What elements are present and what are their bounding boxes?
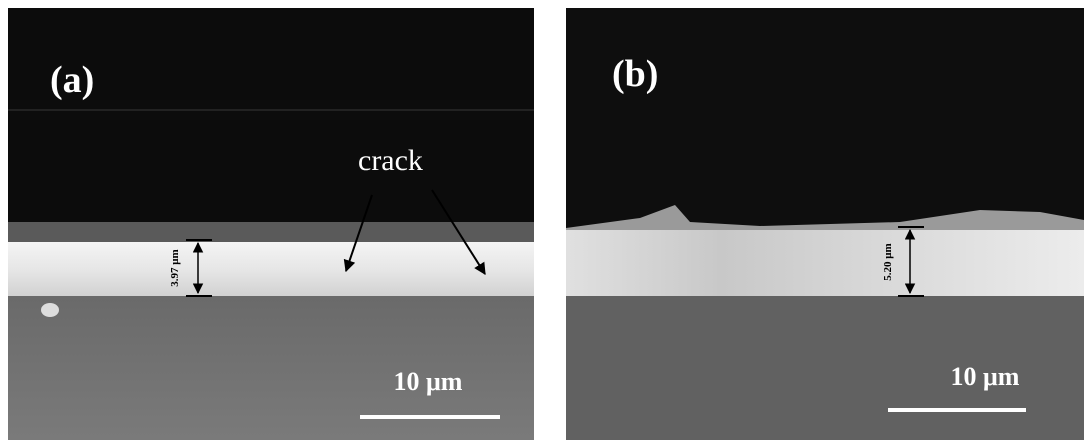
thickness-label: 5.20 μm xyxy=(882,243,894,280)
coating xyxy=(566,230,1084,297)
particle xyxy=(41,303,59,317)
figure: (a) crack 3.97 μm 10 μm (b) 5.20 μm 10 μ… xyxy=(0,0,1089,441)
scale-label: 10 μm xyxy=(394,367,463,396)
annotation: crack xyxy=(358,144,423,177)
scale-label: 10 μm xyxy=(951,362,1020,391)
panel-label: (b) xyxy=(612,53,658,95)
panel-b: (b) 5.20 μm 10 μm xyxy=(566,8,1084,440)
thickness-label: 3.97 μm xyxy=(169,249,181,286)
panel-label: (a) xyxy=(50,59,94,101)
coating xyxy=(8,242,534,298)
panel-a: (a) crack 3.97 μm 10 μm xyxy=(8,8,534,440)
